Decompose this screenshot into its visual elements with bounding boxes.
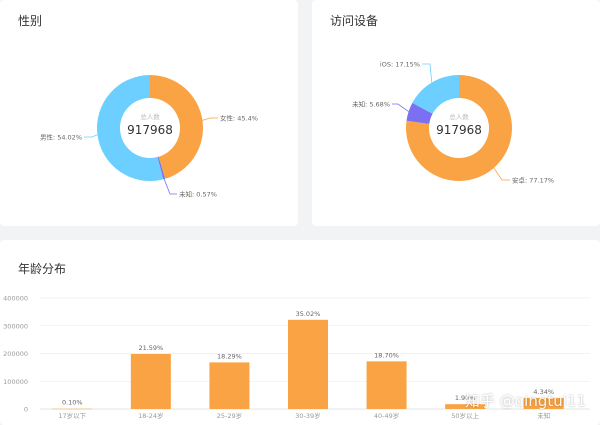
slice-leader-0 [202, 117, 218, 121]
ytick-label-4: 400000 [3, 295, 28, 303]
device-donut-chart: 安卓: 77.17% 未知: 5.68% iOS: 17.15% 总人数 917968 [352, 61, 554, 185]
bar-data-label-0: 0.10% [62, 399, 83, 407]
slice-label-2: 男性: 54.02% [40, 133, 82, 142]
xtick-label-2: 25-29岁 [217, 411, 242, 420]
ytick-label-2: 200000 [3, 350, 28, 358]
slice-label-1: 未知: 5.68% [352, 100, 390, 109]
bar-0[interactable] [52, 408, 93, 410]
gender-donut-chart: 女性: 45.4% 未知: 0.57% 男性: 54.02% 总人数 917968 [40, 75, 258, 199]
slice-1[interactable] [157, 156, 166, 180]
xtick-label-3: 30-39岁 [295, 411, 320, 420]
slice-label-0: 安卓: 77.17% [512, 176, 554, 185]
ytick-label-1: 100000 [3, 378, 28, 386]
bar-data-label-6: 4.34% [533, 388, 554, 396]
age-card: 年龄分布 0 100000 200000 300000 400000 0.10% 17岁以下… [0, 240, 600, 425]
xtick-label-4: 40-49岁 [374, 411, 399, 420]
slice-leader-2 [84, 134, 98, 138]
slice-0[interactable] [150, 75, 204, 179]
bar-4[interactable] [366, 361, 407, 409]
slice-1[interactable] [406, 102, 433, 124]
slice-0[interactable] [406, 75, 512, 181]
slice-2[interactable] [97, 75, 164, 181]
center-label: 总人数 [449, 112, 469, 121]
gender-title: 性别 [18, 14, 43, 28]
slice-leader-1 [163, 178, 177, 195]
bar-2[interactable] [209, 362, 250, 409]
bar-data-label-2: 18.29% [217, 352, 242, 360]
ytick-label-0: 0 [24, 406, 28, 414]
bar-3[interactable] [288, 319, 328, 409]
bar-data-label-4: 18.70% [374, 351, 399, 359]
bar-1[interactable] [130, 354, 171, 409]
watermark: 知乎 @qingtui11 [464, 392, 586, 410]
center-value: 917968 [436, 123, 482, 137]
xtick-label-6: 未知 [537, 411, 550, 420]
xtick-label-0: 17岁以下 [58, 411, 86, 420]
age-title: 年龄分布 [18, 262, 67, 276]
slice-leader-2 [422, 63, 433, 83]
slice-leader-0 [493, 167, 510, 181]
slice-2[interactable] [412, 75, 459, 114]
slice-label-2: iOS: 17.15% [380, 61, 420, 69]
center-label: 总人数 [140, 112, 160, 121]
xtick-label-5: 50岁以上 [451, 411, 479, 420]
bar-data-label-1: 21.59% [138, 344, 163, 352]
bar-6[interactable] [523, 397, 564, 409]
xtick-label-1: 18-24岁 [138, 411, 163, 420]
slice-leader-1 [392, 103, 409, 112]
slice-label-1: 未知: 0.57% [179, 190, 217, 199]
center-value: 917968 [127, 123, 173, 137]
ytick-label-3: 300000 [3, 322, 28, 330]
age-bar-chart: 0 100000 200000 300000 400000 0.10% 17岁以下 21.59… [3, 295, 590, 420]
bar-data-label-5: 1.90% [455, 394, 476, 402]
bar-5[interactable] [445, 404, 486, 409]
device-card: 访问设备 安卓: 77.17% 未知: 5.68% iOS: 17.15% 总人数 91… [312, 0, 600, 226]
gender-card: 性别 女性: 45.4% 未知: 0.57% 男性: 54.02% 总人数 917968 [0, 0, 298, 226]
slice-label-0: 女性: 45.4% [220, 114, 258, 123]
device-title: 访问设备 [330, 14, 379, 28]
bar-data-label-3: 35.02% [296, 310, 321, 318]
